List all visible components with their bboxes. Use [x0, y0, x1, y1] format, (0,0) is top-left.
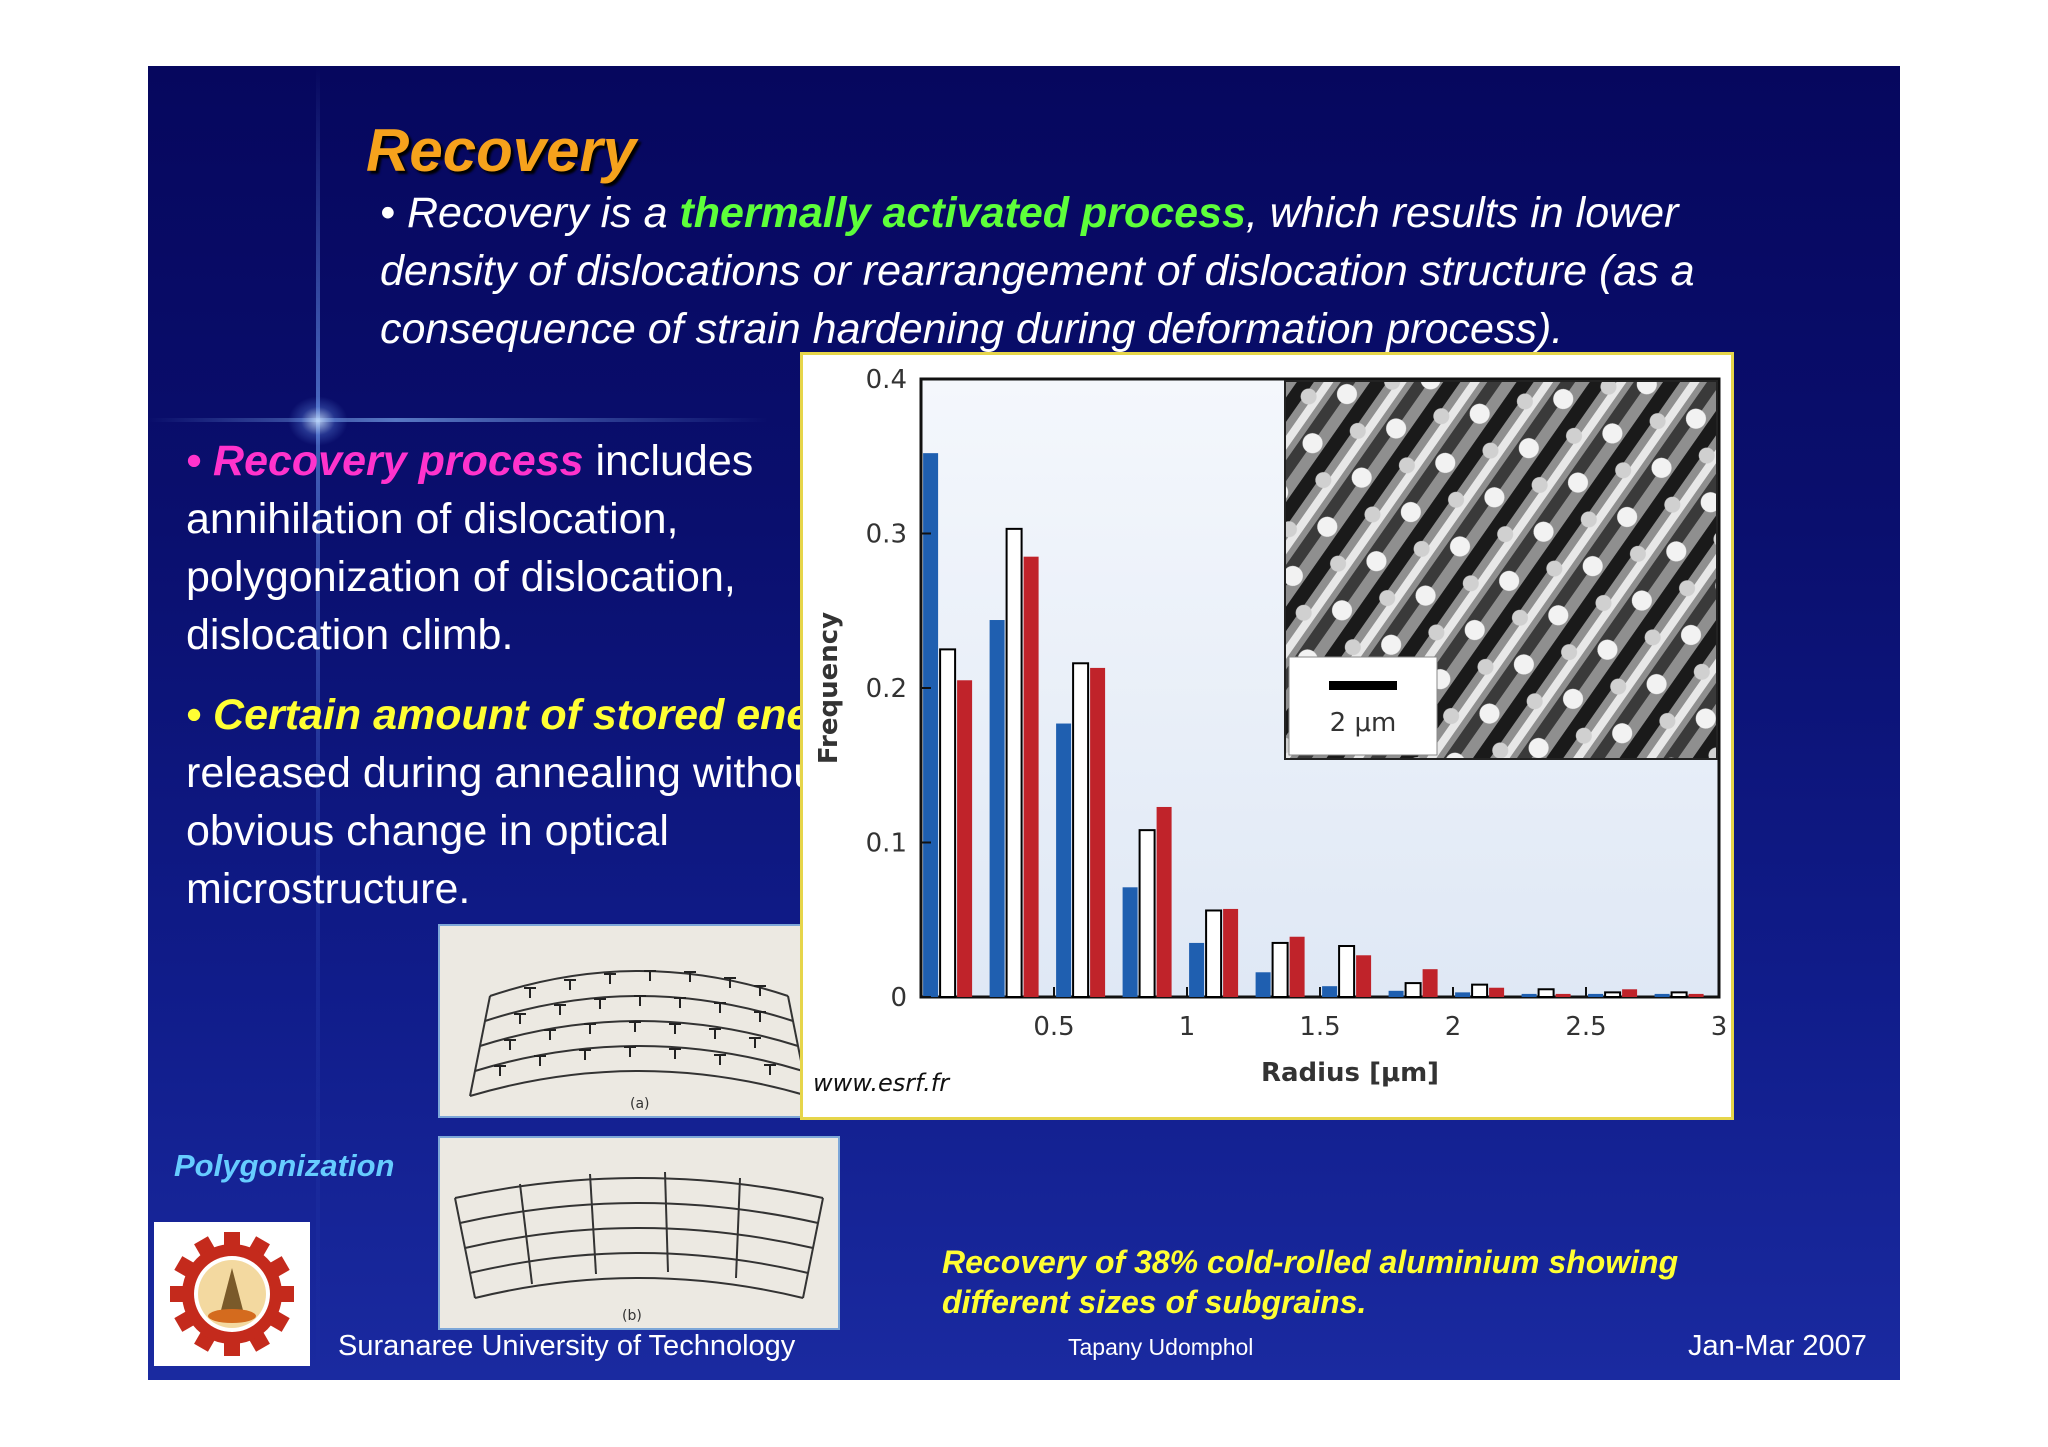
footer-author: Tapany Udomphol [1068, 1334, 1254, 1360]
figure-a-label: (a) [630, 1096, 650, 1112]
bar-series2-2 [1072, 662, 1090, 998]
bar-series3-8 [1489, 987, 1505, 997]
x-tick-label: 3 [1711, 1012, 1728, 1042]
bullet-list: • Recovery process includes annihilation… [186, 432, 926, 940]
x-tick-label: 2.5 [1565, 1012, 1606, 1042]
x-tick-label: 1.5 [1299, 1012, 1340, 1042]
bar-series2-8 [1471, 983, 1489, 999]
bar-series1-1 [989, 620, 1005, 997]
bar-series1-3 [1122, 887, 1138, 997]
bar-series1-8 [1455, 992, 1471, 997]
y-tick-label: 0 [890, 983, 907, 1013]
bullet-2-highlight: Certain amount of stored energy [213, 691, 878, 739]
light-beam-vertical [316, 66, 320, 1380]
bar-series2-3 [1138, 829, 1156, 999]
bar-series1-5 [1255, 972, 1271, 997]
bar-series2-0 [939, 648, 957, 998]
bar-series2-1 [1005, 527, 1023, 999]
frequency-bar-chart: 2 μm 0 0.1 0.2 0.3 0.4 0.5 1 1.5 2 2.5 3 Frequenc… [813, 365, 1728, 1097]
bar-series2-9 [1537, 988, 1555, 999]
y-tick-label: 0.4 [866, 365, 907, 395]
bar-series3-9 [1555, 993, 1571, 997]
bar-series1-10 [1588, 993, 1604, 997]
bar-series2-6 [1338, 945, 1356, 999]
bar-series2-5 [1271, 941, 1289, 998]
intro-suffix: , which results in lower density of disl… [380, 189, 1695, 353]
intro-paragraph: • Recovery is a thermally activated proc… [380, 184, 1820, 358]
bullet-1-text: includes annihilation of dislocation, po… [186, 437, 754, 659]
bar-series1-2 [1056, 723, 1072, 997]
bar-series2-10 [1604, 991, 1622, 998]
footer-date: Jan-Mar 2007 [1688, 1330, 1867, 1362]
bullet-2-prefix: • [186, 691, 214, 739]
polygonization-figure-b: (b) [438, 1136, 840, 1330]
bar-series3-7 [1422, 969, 1438, 997]
bar-series1-4 [1189, 942, 1205, 997]
scale-bar-box [1288, 656, 1438, 756]
bar-series1-0 [923, 453, 939, 997]
figure-b-label: (b) [622, 1308, 642, 1324]
scale-bar-label: 2 μm [1330, 708, 1397, 738]
bar-series1-6 [1322, 986, 1338, 997]
light-beam-horizontal [148, 418, 768, 422]
bar-series1-7 [1388, 990, 1404, 997]
bar-series3-2 [1090, 667, 1106, 997]
bar-series1-9 [1521, 993, 1537, 997]
dislocation-diagram-b: (b) [454, 1171, 824, 1324]
polygonization-label: Polygonization [174, 1148, 395, 1183]
y-tick-label: 0.3 [866, 520, 907, 550]
bar-series1-11 [1654, 993, 1670, 997]
chart-source: www.esrf.fr [813, 1069, 951, 1097]
y-tick-label: 0.2 [866, 674, 907, 704]
dislocation-diagram-a: (a) [469, 970, 809, 1112]
bar-series3-11 [1688, 993, 1704, 997]
y-tick-label: 0.1 [866, 829, 907, 859]
bar-series3-3 [1156, 806, 1172, 997]
bar-series3-4 [1223, 908, 1239, 997]
chart-panel: 2 μm 0 0.1 0.2 0.3 0.4 0.5 1 1.5 2 2.5 3 Frequenc… [800, 352, 1734, 1120]
chart-caption: Recovery of 38% cold-rolled aluminium sh… [942, 1244, 1679, 1320]
scale-bar [1329, 681, 1397, 690]
microstructure-inset: 2 μm [1284, 380, 1718, 760]
intro-prefix: • Recovery is a [380, 189, 680, 237]
x-tick-label: 2 [1445, 1012, 1462, 1042]
x-tick-label: 0.5 [1033, 1012, 1074, 1042]
bullet-1-highlight: Recovery process [213, 437, 584, 485]
bullet-1-prefix: • [186, 437, 214, 485]
slide-title: Recovery [366, 117, 637, 184]
y-axis-label: Frequency [814, 612, 844, 764]
polygonization-figure-a: (a) [438, 924, 840, 1118]
x-tick-label: 1 [1179, 1012, 1196, 1042]
bullet-recovery-process: • Recovery process includes annihilation… [186, 432, 926, 664]
bar-series2-11 [1670, 991, 1688, 998]
bar-series3-6 [1356, 955, 1372, 997]
light-flare [288, 396, 348, 446]
university-logo [154, 1222, 310, 1366]
bar-series3-0 [957, 680, 973, 997]
bar-series2-7 [1404, 982, 1422, 998]
bar-series3-5 [1289, 936, 1305, 997]
footer-university: Suranaree University of Technology [338, 1330, 796, 1362]
bar-series3-10 [1622, 989, 1638, 997]
intro-highlight: thermally activated process [679, 189, 1246, 237]
x-axis-label: Radius [μm] [1261, 1058, 1439, 1088]
bar-series3-1 [1023, 556, 1039, 997]
bullet-stored-energy: • Certain amount of stored energy is rel… [186, 686, 926, 918]
bar-series2-4 [1205, 909, 1223, 998]
